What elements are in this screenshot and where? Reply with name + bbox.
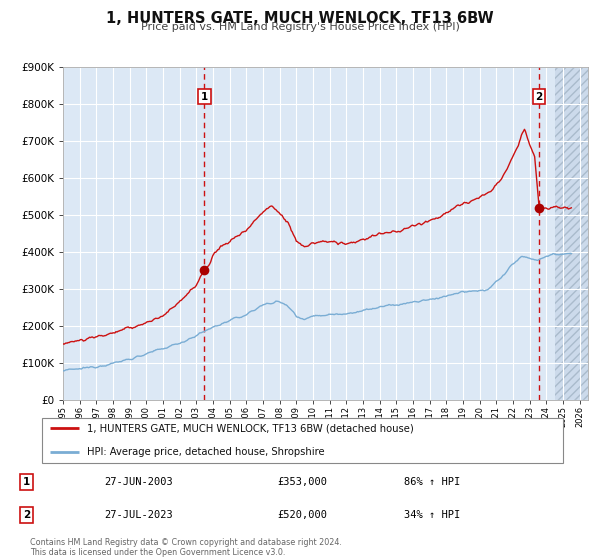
Text: £353,000: £353,000 [277,477,327,487]
Text: 27-JUL-2023: 27-JUL-2023 [104,510,173,520]
Text: Price paid vs. HM Land Registry's House Price Index (HPI): Price paid vs. HM Land Registry's House … [140,22,460,32]
Text: 27-JUN-2003: 27-JUN-2003 [104,477,173,487]
Bar [554,67,588,400]
FancyBboxPatch shape [41,418,563,464]
Text: 34% ↑ HPI: 34% ↑ HPI [404,510,460,520]
Text: 86% ↑ HPI: 86% ↑ HPI [404,477,460,487]
Text: 1: 1 [201,92,208,102]
Text: HPI: Average price, detached house, Shropshire: HPI: Average price, detached house, Shro… [86,447,324,457]
Text: 1, HUNTERS GATE, MUCH WENLOCK, TF13 6BW (detached house): 1, HUNTERS GATE, MUCH WENLOCK, TF13 6BW … [86,423,413,433]
Text: 2: 2 [23,510,30,520]
Text: 1: 1 [23,477,30,487]
Text: 2: 2 [536,92,543,102]
Text: 1, HUNTERS GATE, MUCH WENLOCK, TF13 6BW: 1, HUNTERS GATE, MUCH WENLOCK, TF13 6BW [106,11,494,26]
Text: £520,000: £520,000 [277,510,327,520]
Text: Contains HM Land Registry data © Crown copyright and database right 2024.
This d: Contains HM Land Registry data © Crown c… [30,538,342,557]
